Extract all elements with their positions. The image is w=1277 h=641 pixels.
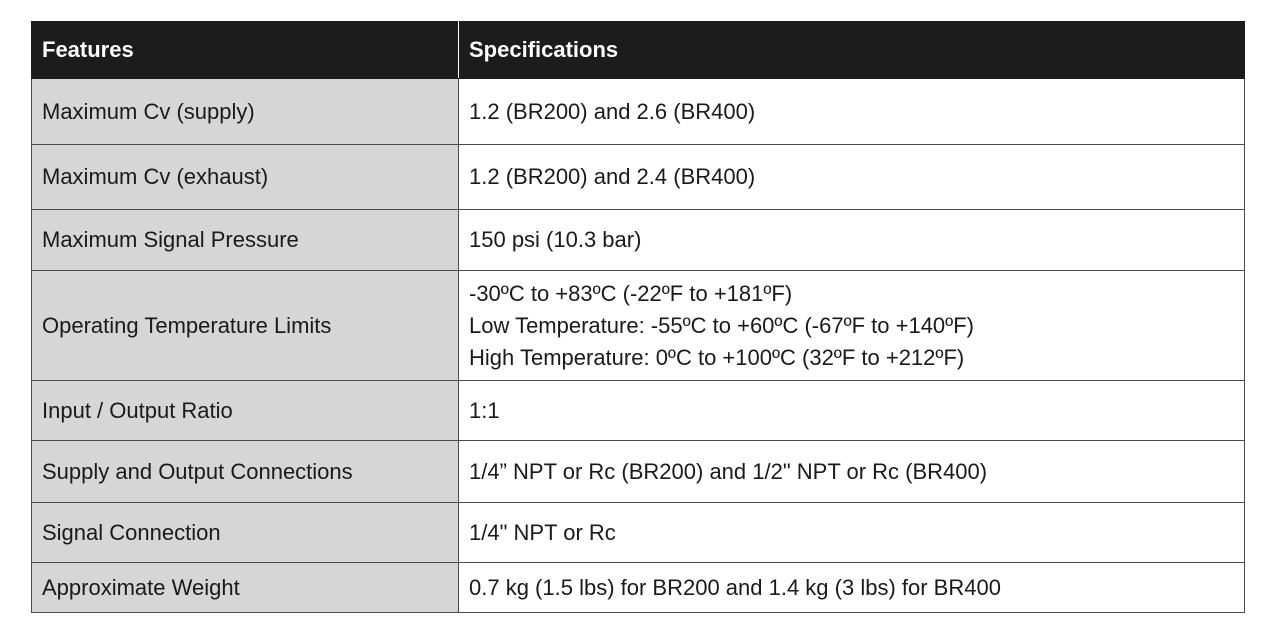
feature-cell: Maximum Signal Pressure [31,209,459,271]
feature-cell: Approximate Weight [31,562,459,613]
feature-cell: Maximum Cv (supply) [31,78,459,145]
table-row: Input / Output Ratio 1:1 [31,380,1245,441]
spec-cell: 1.2 (BR200) and 2.4 (BR400) [458,144,1245,210]
header-row: Features Specifications [31,21,1245,79]
table-row: Maximum Signal Pressure 150 psi (10.3 bar… [31,209,1245,271]
header-cell: Features [31,21,459,79]
table-row: Maximum Cv (exhaust) 1.2 (BR200) and 2.4 … [31,144,1245,210]
table-row: Operating Temperature Limits -30ºC to +83… [31,270,1245,381]
table-row: Supply and Output Connections 1/4” NPT or… [31,440,1245,503]
feature-cell: Signal Connection [31,502,459,563]
spec-line: High Temperature: 0ºC to +100ºC (32ºF to… [469,344,965,370]
spec-table: Features Specifications Maximum Cv (supp… [31,21,1245,613]
spec-line: Low Temperature: -55ºC to +60ºC (-67ºF t… [469,312,974,338]
spec-cell: 1/4" NPT or Rc [458,502,1245,563]
feature-cell: Supply and Output Connections [31,440,459,503]
table-row: Approximate Weight 0.7 kg (1.5 lbs) for B… [31,562,1245,613]
feature-cell: Maximum Cv (exhaust) [31,144,459,210]
spec-cell: 1.2 (BR200) and 2.6 (BR400) [458,78,1245,145]
table-row: Signal Connection 1/4" NPT or Rc [31,502,1245,563]
header-cell: Specifications [458,21,1245,79]
feature-cell: Operating Temperature Limits [31,270,459,381]
spec-cell: 1:1 [458,380,1245,441]
spec-cell: 1/4” NPT or Rc (BR200) and 1/2" NPT or R… [458,440,1245,503]
table-row: Maximum Cv (supply) 1.2 (BR200) and 2.6 (… [31,78,1245,145]
spec-cell: -30ºC to +83ºC (-22ºF to +181ºF) Low Temp… [458,270,1245,381]
spec-cell: 150 psi (10.3 bar) [458,209,1245,271]
spec-cell: 0.7 kg (1.5 lbs) for BR200 and 1.4 kg (3… [458,562,1245,613]
spec-line: -30ºC to +83ºC (-22ºF to +181ºF) [469,280,793,306]
feature-cell: Input / Output Ratio [31,380,459,441]
